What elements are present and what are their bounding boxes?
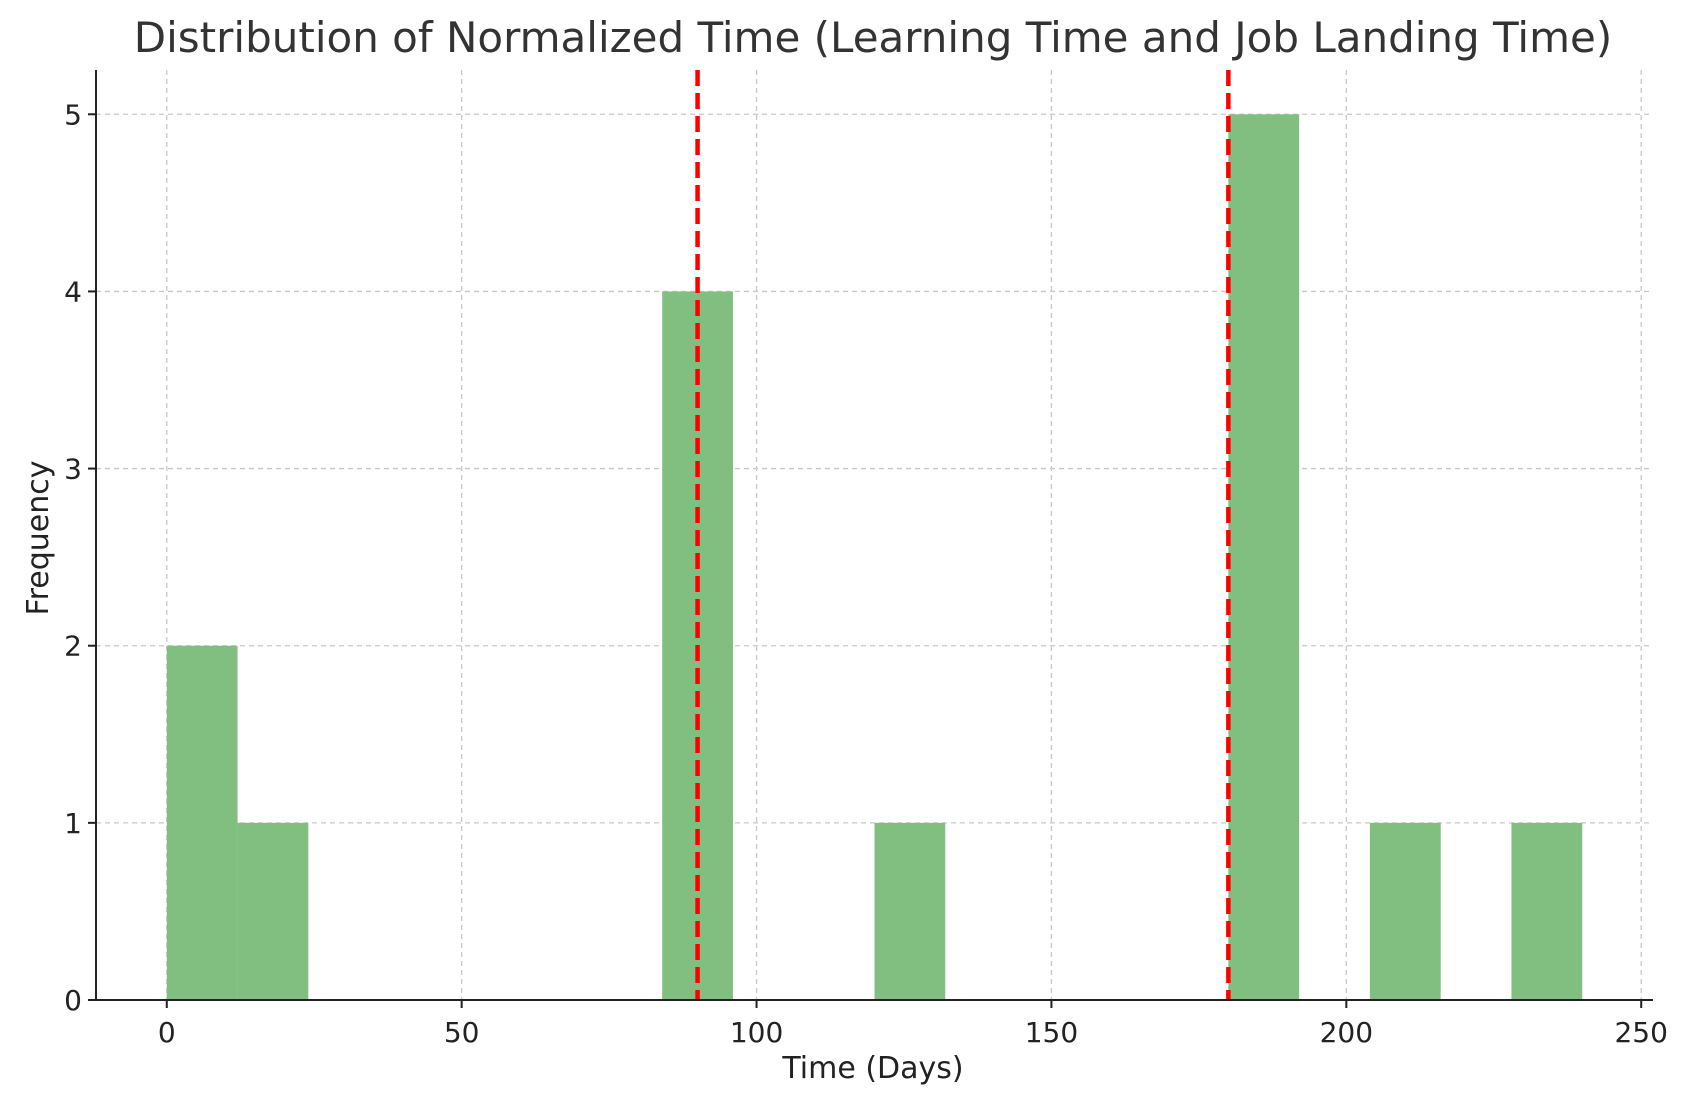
chart-title: Distribution of Normalized Time (Learnin… xyxy=(134,13,1612,62)
y-axis-label: Frequency xyxy=(21,461,56,616)
y-tick-label: 5 xyxy=(64,98,82,131)
histogram-bar xyxy=(237,822,309,1000)
bars-layer xyxy=(166,114,1583,1001)
x-tick-label: 100 xyxy=(730,1016,783,1049)
y-tick-label: 4 xyxy=(64,275,82,308)
y-tick-label: 3 xyxy=(64,453,82,486)
axes-layer: 0 50 100 150 200 250 0 1 2 3 4 5 xyxy=(64,70,1668,1049)
histogram-bar xyxy=(874,822,946,1000)
y-tick-label: 0 xyxy=(64,984,82,1017)
reference-lines-layer xyxy=(695,70,1231,1000)
x-tick-label: 0 xyxy=(158,1016,176,1049)
x-axis-label: Time (Days) xyxy=(781,1051,963,1086)
histogram-bar xyxy=(166,645,238,1000)
x-tick-label: 250 xyxy=(1614,1016,1667,1049)
x-tick-label: 200 xyxy=(1320,1016,1373,1049)
histogram-bar xyxy=(1228,114,1300,1001)
x-tick-label: 50 xyxy=(444,1016,480,1049)
histogram-bar xyxy=(1369,822,1441,1000)
histogram-bar xyxy=(1511,822,1583,1000)
x-tick-label: 150 xyxy=(1025,1016,1078,1049)
y-tick-label: 2 xyxy=(64,630,82,663)
y-tick-label: 1 xyxy=(64,807,82,840)
